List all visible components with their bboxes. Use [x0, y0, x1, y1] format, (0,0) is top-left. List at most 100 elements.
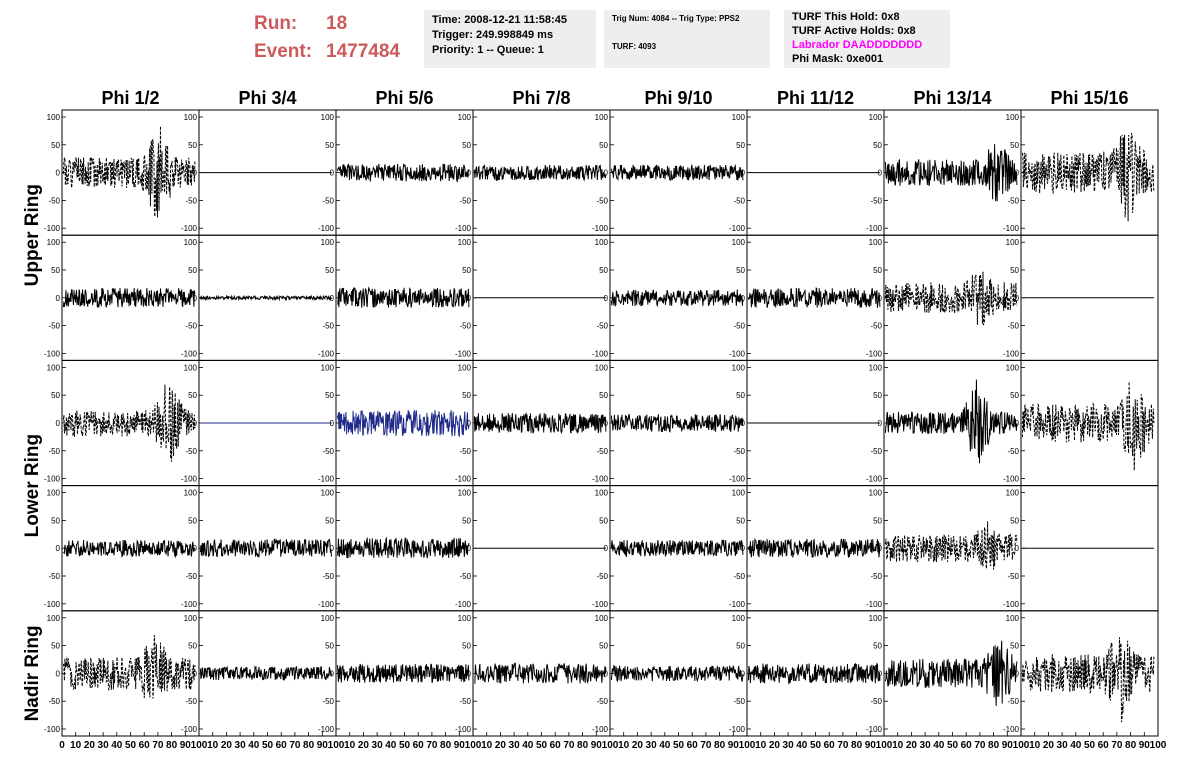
y-tick-label: 0 [193, 169, 198, 178]
y-tick-label: -50 [1007, 697, 1019, 706]
waveform-panel: 100 50 0 -50 -100 [729, 485, 885, 612]
y-tick-label: 0 [467, 669, 472, 678]
y-tick-label: -100 [44, 725, 61, 734]
x-tick-label: 90 [1002, 740, 1014, 751]
y-tick-label: 50 [736, 516, 745, 525]
waveform-panel: 100 50 0 -50 -100 [181, 109, 337, 236]
row-title: Lower Ring [22, 434, 43, 537]
x-tick-label: 40 [522, 740, 534, 751]
x-tick-label: 10 [481, 740, 493, 751]
y-tick-label: 100 [184, 489, 198, 498]
x-tick-label: 40 [933, 740, 945, 751]
y-tick-label: -50 [322, 322, 334, 331]
turf-active-holds-text: TURF Active Holds: 0x8 [792, 25, 916, 37]
y-tick-label: -100 [592, 349, 609, 358]
column-title: Phi 1/2 [101, 88, 159, 108]
waveform-trace [1021, 132, 1155, 222]
waveform-trace [337, 286, 470, 308]
x-tick-label: 100 [602, 740, 619, 751]
x-tick-label: 80 [714, 740, 726, 751]
x-tick-label: 40 [248, 740, 260, 751]
x-tick-label: 40 [1070, 740, 1082, 751]
y-tick-label: -50 [459, 572, 471, 581]
waveform-panel: 100 50 0 -50 -100 [455, 485, 611, 612]
y-tick-label: 0 [878, 294, 883, 303]
y-tick-label: -50 [459, 196, 471, 205]
waveform-panel: 100 50 0 -50 -100 [455, 109, 611, 236]
y-tick-label: -100 [455, 475, 472, 484]
y-tick-label: -100 [44, 224, 61, 233]
x-tick-label: 70 [837, 740, 849, 751]
waveform-trace [336, 536, 470, 559]
y-tick-label: 0 [1015, 544, 1020, 553]
waveform-panel: 100 50 0 -50 -100 [318, 109, 474, 236]
x-tick-label: 10 [618, 740, 630, 751]
x-tick-label: 100 [465, 740, 482, 751]
x-tick-label: 70 [426, 740, 438, 751]
y-tick-label: 100 [595, 113, 609, 122]
y-tick-label: 50 [599, 516, 608, 525]
x-tick-label: 80 [303, 740, 315, 751]
waveform-trace [473, 412, 607, 435]
y-tick-label: -50 [48, 322, 60, 331]
y-tick-label: 0 [56, 544, 61, 553]
y-tick-label: 50 [462, 266, 471, 275]
y-tick-label: 100 [321, 238, 335, 247]
y-tick-label: 100 [732, 113, 746, 122]
waveform-trace [884, 271, 1018, 326]
waveform-panel: 100 50 0 -50 -100 [181, 359, 337, 487]
x-tick-label: 30 [920, 740, 932, 751]
y-tick-label: 50 [325, 266, 334, 275]
waveform-trace [336, 409, 470, 438]
y-tick-label: -100 [181, 349, 198, 358]
waveform-panel: 100 50 0 -50 -100 [729, 234, 885, 361]
y-tick-label: 100 [321, 489, 335, 498]
y-tick-label: 0 [330, 169, 335, 178]
y-tick-label: -50 [596, 196, 608, 205]
waveform-trace [610, 664, 744, 683]
waveform-panel: 100 50 0 -50 -100 [866, 359, 1022, 487]
y-tick-label: -100 [181, 600, 198, 609]
y-tick-label: 100 [1006, 489, 1020, 498]
event-line: Event: 1477484 [254, 38, 400, 66]
waveform-trace [474, 662, 607, 685]
y-tick-label: 0 [56, 419, 61, 428]
waveform-panel: 100 50 0 -50 -100 [1003, 359, 1159, 487]
y-tick-label: 50 [325, 141, 334, 150]
x-tick-label: 10 [1029, 740, 1041, 751]
x-tick-label: 10 [207, 740, 219, 751]
x-tick-label: 100 [328, 740, 345, 751]
x-tick-label: 10 [755, 740, 767, 751]
y-tick-label: -50 [870, 196, 882, 205]
time-text: Time: 2008-12-21 11:58:45 [432, 14, 567, 26]
y-tick-label: 50 [51, 141, 60, 150]
y-tick-label: -100 [1003, 600, 1020, 609]
y-tick-label: 50 [51, 266, 60, 275]
y-tick-label: 50 [188, 141, 197, 150]
x-tick-label: 40 [111, 740, 123, 751]
y-tick-label: 50 [1010, 266, 1019, 275]
y-tick-label: -100 [318, 349, 335, 358]
turf-text: TURF: 4093 [612, 42, 657, 51]
y-tick-label: -100 [44, 475, 61, 484]
y-tick-label: 0 [604, 669, 609, 678]
y-tick-label: -50 [322, 697, 334, 706]
y-tick-label: -100 [1003, 475, 1020, 484]
y-tick-label: 50 [873, 516, 882, 525]
x-tick-label: 90 [1139, 740, 1151, 751]
waveform-panel: 100 50 0 -50 -100 [455, 234, 611, 361]
waveform-trace [884, 521, 1018, 570]
y-tick-label: -100 [1003, 224, 1020, 233]
y-tick-label: 50 [1010, 516, 1019, 525]
x-tick-label: 10 [70, 740, 82, 751]
y-tick-label: 100 [869, 113, 883, 122]
y-tick-label: 50 [736, 642, 745, 651]
y-tick-label: 50 [873, 266, 882, 275]
y-tick-label: -50 [596, 322, 608, 331]
x-tick-label: 80 [577, 740, 589, 751]
x-tick-label: 70 [289, 740, 301, 751]
waveform-panel: 100 50 0 -50 -100 [44, 485, 200, 612]
waveform-panel: 100 50 0 -50 -100 [44, 359, 200, 487]
y-tick-label: 50 [873, 391, 882, 400]
